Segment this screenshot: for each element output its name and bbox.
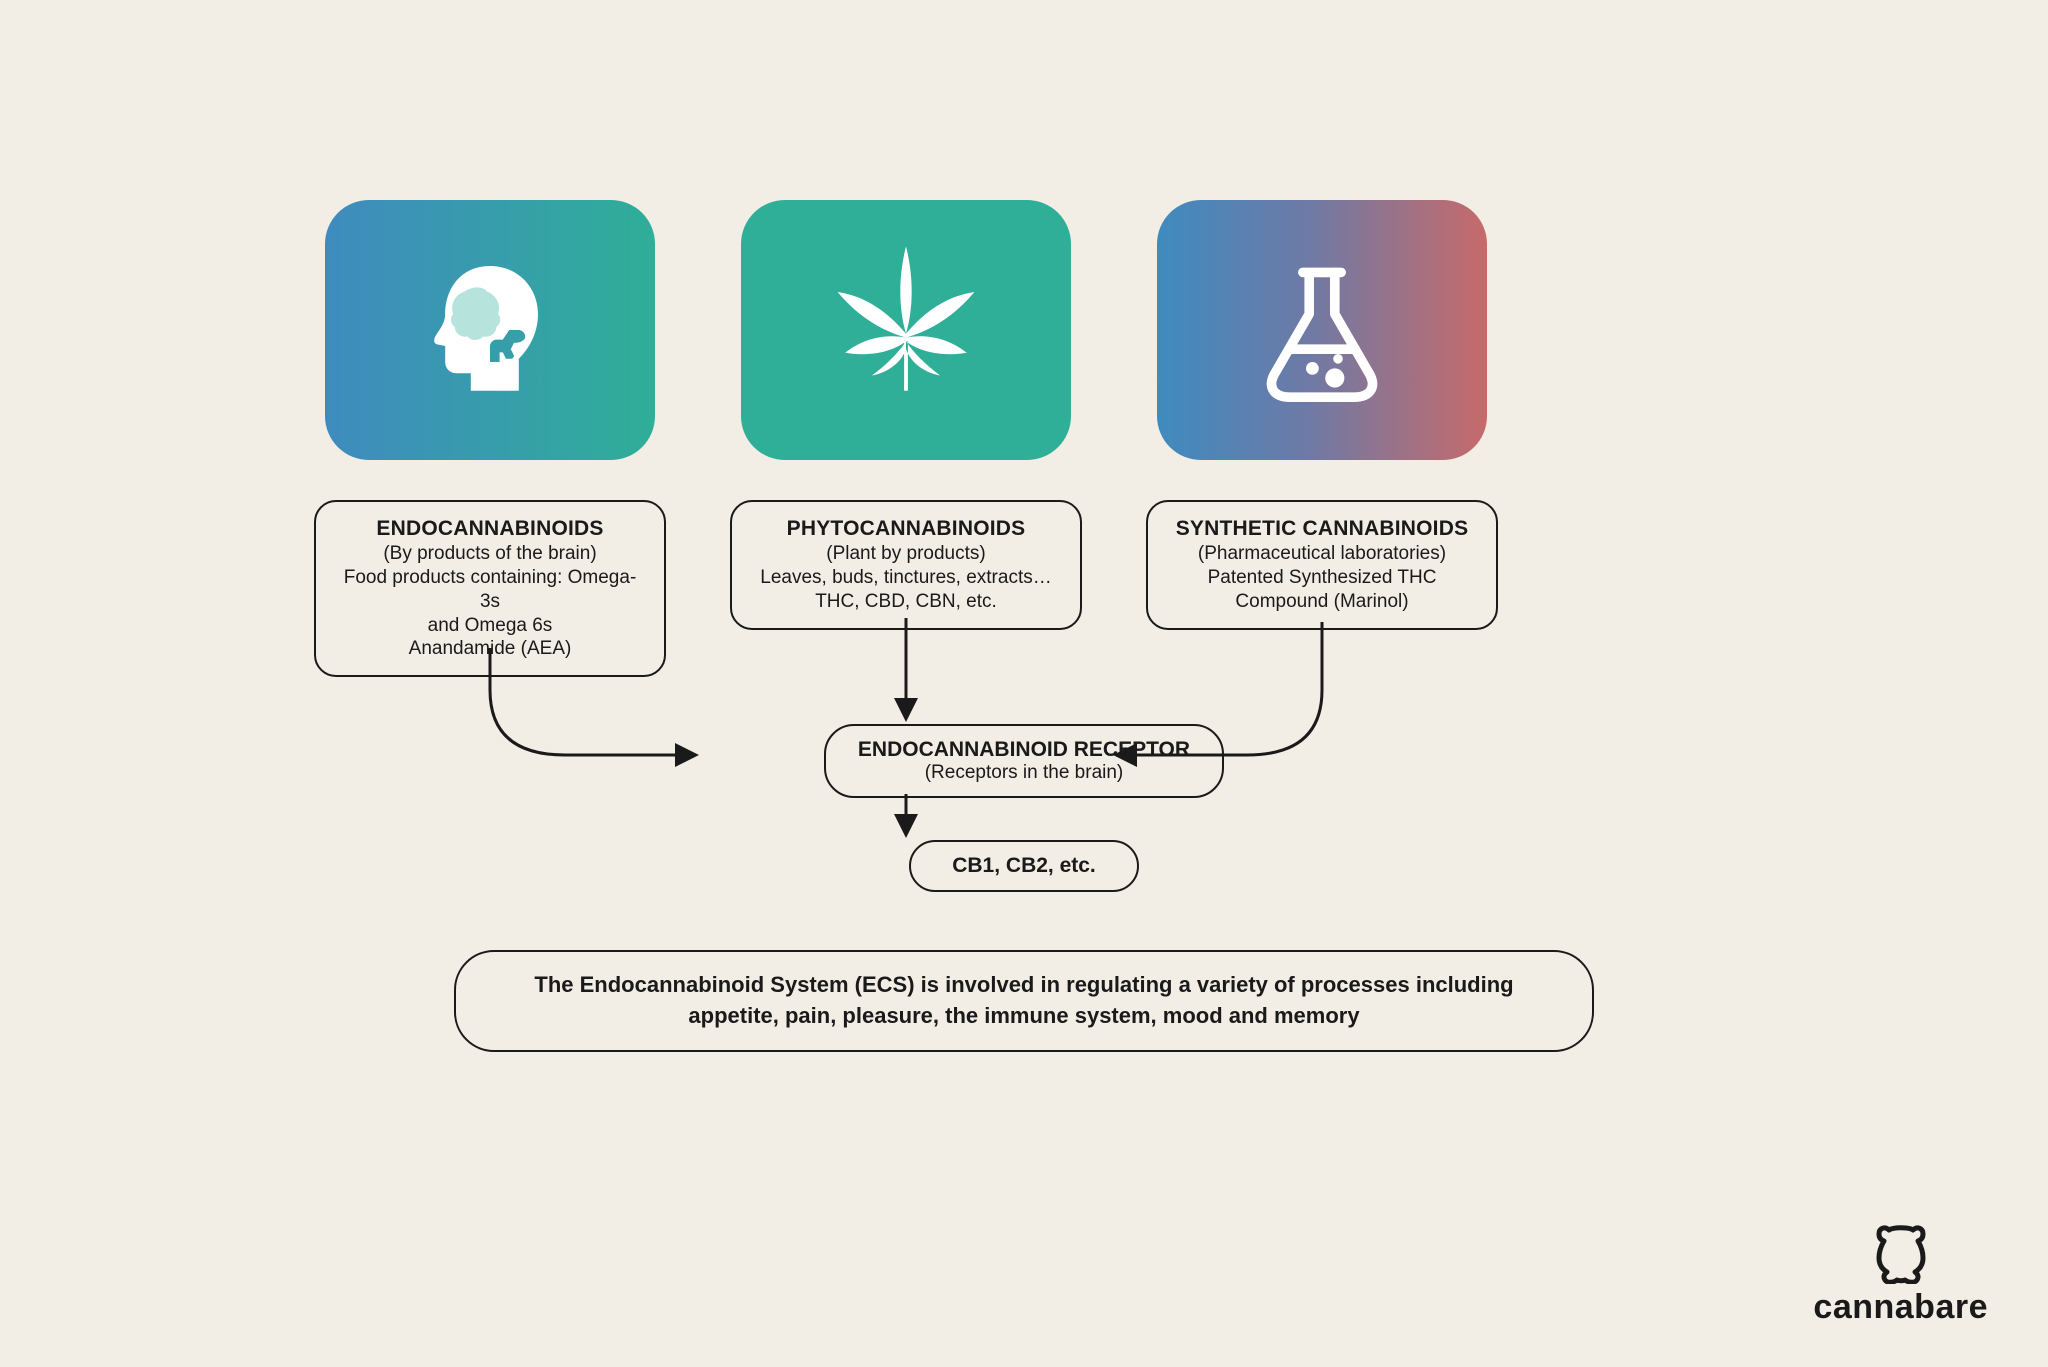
cannabis-leaf-icon — [811, 235, 1001, 425]
tile-synthetic — [1157, 200, 1487, 460]
bear-icon — [1871, 1222, 1931, 1284]
receptor-title: ENDOCANNABINOID RECEPTOR — [856, 738, 1192, 762]
box-line: Leaves, buds, tinctures, extracts… — [750, 566, 1062, 590]
box-line: (Plant by products) — [750, 542, 1062, 566]
diagram-canvas: ENDOCANNABINOIDS (By products of the bra… — [305, 200, 1743, 1164]
box-line: Anandamide (AEA) — [334, 637, 646, 661]
box-receptor: ENDOCANNABINOID RECEPTOR (Receptors in t… — [824, 724, 1224, 798]
box-synthetic: SYNTHETIC CANNABINOIDS (Pharmaceutical l… — [1146, 500, 1498, 630]
box-endocannabinoids: ENDOCANNABINOIDS (By products of the bra… — [314, 500, 666, 677]
box-title: ENDOCANNABINOIDS — [334, 516, 646, 542]
box-line: Patented Synthesized THC — [1166, 566, 1478, 590]
tile-phytocannabinoids — [741, 200, 1071, 460]
flask-icon — [1242, 250, 1402, 410]
summary-box: The Endocannabinoid System (ECS) is invo… — [454, 950, 1594, 1052]
box-phytocannabinoids: PHYTOCANNABINOIDS (Plant by products) Le… — [730, 500, 1082, 630]
box-line: (Pharmaceutical laboratories) — [1166, 542, 1478, 566]
box-line: (By products of the brain) — [334, 542, 646, 566]
summary-text: The Endocannabinoid System (ECS) is invo… — [534, 972, 1513, 1028]
brand-logo: cannabare — [1813, 1222, 1988, 1327]
receptor-types-title: CB1, CB2, etc. — [941, 854, 1107, 878]
box-line: Compound (Marinol) — [1166, 590, 1478, 614]
receptor-subtitle: (Receptors in the brain) — [856, 762, 1192, 784]
box-line: and Omega 6s — [334, 614, 646, 638]
brain-head-icon — [410, 250, 570, 410]
tile-endocannabinoids — [325, 200, 655, 460]
brand-name: cannabare — [1813, 1288, 1988, 1327]
box-line: THC, CBD, CBN, etc. — [750, 590, 1062, 614]
box-title: SYNTHETIC CANNABINOIDS — [1166, 516, 1478, 542]
box-receptor-types: CB1, CB2, etc. — [909, 840, 1139, 892]
box-title: PHYTOCANNABINOIDS — [750, 516, 1062, 542]
box-line: Food products containing: Omega-3s — [334, 566, 646, 614]
